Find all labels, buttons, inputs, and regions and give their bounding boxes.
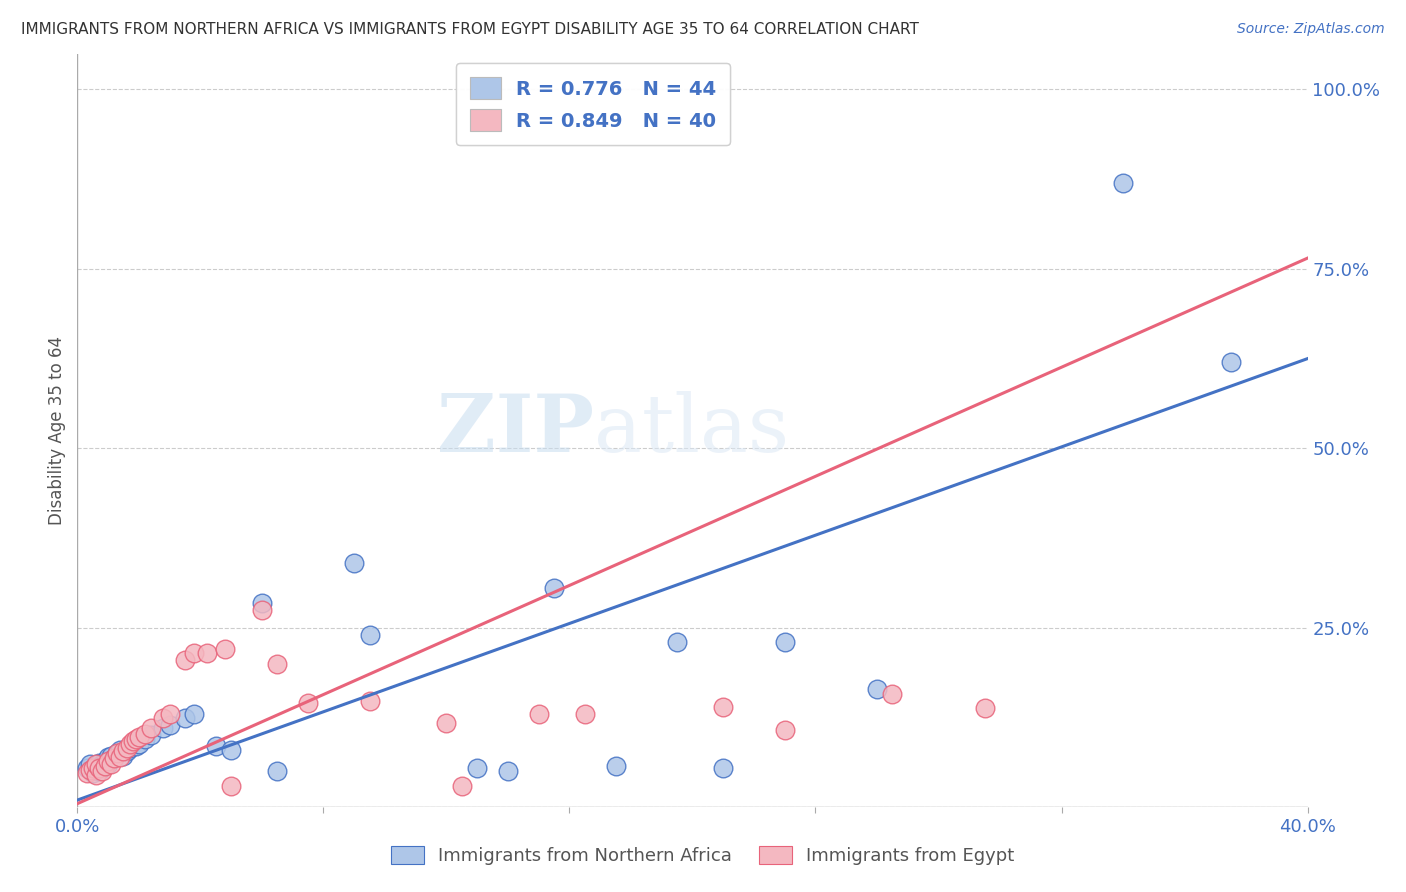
Point	[87, 761, 110, 775]
Point	[973, 701, 995, 715]
Point	[219, 779, 242, 793]
Point	[436, 715, 458, 730]
Point	[103, 751, 125, 765]
Point	[90, 761, 114, 775]
Point	[121, 736, 143, 750]
Point	[97, 750, 120, 764]
Text: IMMIGRANTS FROM NORTHERN AFRICA VS IMMIGRANTS FROM EGYPT DISABILITY AGE 35 TO 64: IMMIGRANTS FROM NORTHERN AFRICA VS IMMIG…	[21, 22, 920, 37]
Point	[97, 757, 120, 772]
Point	[465, 761, 488, 775]
Point	[76, 761, 98, 775]
Point	[82, 761, 104, 775]
Point	[118, 741, 141, 756]
Point	[125, 732, 148, 747]
Point	[90, 764, 114, 779]
Point	[141, 729, 163, 743]
Point	[359, 694, 381, 708]
Point	[134, 732, 156, 747]
Point	[141, 721, 163, 735]
Point	[527, 706, 550, 721]
Point	[110, 750, 132, 764]
Point	[128, 737, 150, 751]
Point	[605, 758, 627, 772]
Point	[574, 706, 596, 721]
Point	[90, 757, 114, 772]
Point	[76, 765, 98, 780]
Point	[121, 734, 143, 748]
Legend: R = 0.776   N = 44, R = 0.849   N = 40: R = 0.776 N = 44, R = 0.849 N = 40	[456, 63, 730, 145]
Point	[1112, 176, 1135, 190]
Point	[711, 699, 734, 714]
Point	[214, 642, 236, 657]
Point	[711, 761, 734, 775]
Point	[87, 764, 110, 779]
Point	[159, 717, 181, 731]
Point	[773, 635, 796, 649]
Point	[882, 687, 904, 701]
Point	[174, 653, 197, 667]
Point	[100, 757, 122, 772]
Point	[125, 739, 148, 754]
Point	[666, 635, 689, 649]
Point	[1219, 355, 1241, 369]
Text: Source: ZipAtlas.com: Source: ZipAtlas.com	[1237, 22, 1385, 37]
Point	[496, 764, 519, 779]
Point	[297, 696, 319, 710]
Point	[103, 751, 125, 765]
Point	[128, 730, 150, 744]
Point	[84, 757, 107, 772]
Point	[773, 723, 796, 737]
Point	[105, 747, 128, 761]
Y-axis label: Disability Age 35 to 64: Disability Age 35 to 64	[48, 336, 66, 524]
Point	[450, 779, 472, 793]
Point	[134, 727, 156, 741]
Point	[359, 628, 381, 642]
Point	[183, 706, 205, 721]
Point	[152, 721, 174, 735]
Point	[100, 748, 122, 763]
Point	[174, 710, 197, 724]
Point	[866, 681, 889, 696]
Point	[112, 744, 135, 758]
Point	[94, 758, 117, 772]
Point	[266, 764, 288, 779]
Point	[84, 758, 107, 772]
Point	[115, 741, 138, 756]
Point	[112, 748, 135, 763]
Point	[84, 763, 107, 777]
Point	[266, 657, 288, 671]
Point	[250, 596, 273, 610]
Point	[250, 603, 273, 617]
Point	[152, 710, 174, 724]
Point	[118, 737, 141, 751]
Point	[195, 646, 218, 660]
Point	[115, 744, 138, 758]
Point	[97, 754, 120, 768]
Text: ZIP: ZIP	[437, 392, 595, 469]
Point	[79, 757, 101, 772]
Point	[183, 646, 205, 660]
Legend: Immigrants from Northern Africa, Immigrants from Egypt: Immigrants from Northern Africa, Immigra…	[382, 837, 1024, 874]
Point	[204, 739, 226, 754]
Point	[105, 747, 128, 761]
Point	[79, 763, 101, 777]
Point	[219, 743, 242, 757]
Point	[84, 768, 107, 782]
Point	[543, 582, 565, 596]
Point	[159, 706, 181, 721]
Point	[82, 765, 104, 780]
Point	[87, 756, 110, 770]
Text: atlas: atlas	[595, 392, 789, 469]
Point	[343, 556, 366, 570]
Point	[110, 743, 132, 757]
Point	[94, 754, 117, 768]
